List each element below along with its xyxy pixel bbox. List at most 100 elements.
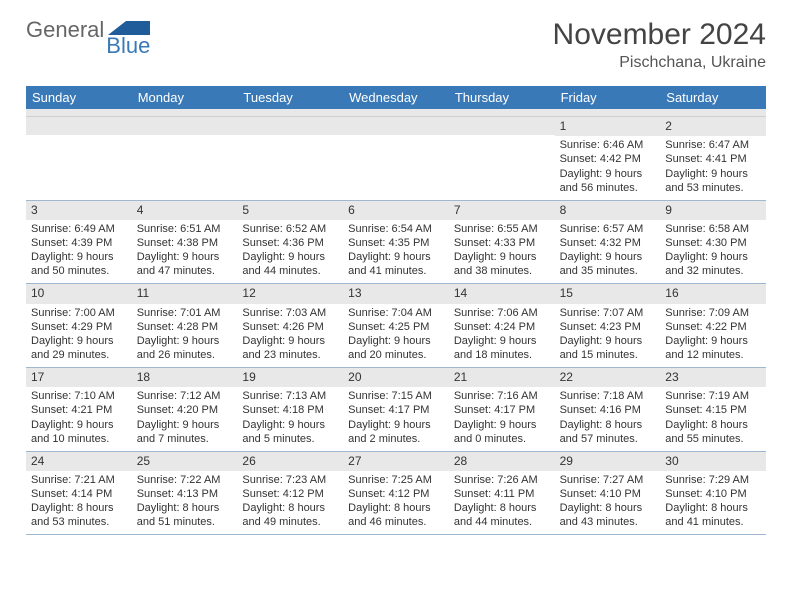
weekday-header-row: SundayMondayTuesdayWednesdayThursdayFrid…: [26, 86, 766, 109]
sunrise-line: Sunrise: 7:04 AM: [348, 306, 444, 320]
daylight-line: Daylight: 8 hours and 46 minutes.: [348, 501, 444, 529]
day-number: 18: [132, 368, 238, 387]
daylight-line: Daylight: 9 hours and 7 minutes.: [137, 418, 233, 446]
sunset-line: Sunset: 4:28 PM: [137, 320, 233, 334]
sunrise-line: Sunrise: 6:49 AM: [31, 222, 127, 236]
sunset-line: Sunset: 4:29 PM: [31, 320, 127, 334]
day-cell: 23Sunrise: 7:19 AMSunset: 4:15 PMDayligh…: [660, 368, 766, 451]
month-title: November 2024: [553, 18, 766, 52]
sunrise-line: Sunrise: 7:21 AM: [31, 473, 127, 487]
empty-cell: [26, 117, 132, 200]
sunset-line: Sunset: 4:21 PM: [31, 403, 127, 417]
day-number: 29: [555, 452, 661, 471]
sunrise-line: Sunrise: 7:16 AM: [454, 389, 550, 403]
daylight-line: Daylight: 9 hours and 2 minutes.: [348, 418, 444, 446]
sunset-line: Sunset: 4:17 PM: [454, 403, 550, 417]
daylight-line: Daylight: 9 hours and 41 minutes.: [348, 250, 444, 278]
day-cell: 14 Sunrise: 7:06 AMSunset: 4:24 PMDayligh…: [449, 284, 555, 367]
day-number: 21: [449, 368, 555, 387]
header-spacer: [26, 109, 766, 117]
week-row: 3Sunrise: 6:49 AMSunset: 4:39 PMDaylight…: [26, 201, 766, 285]
logo: General Blue: [26, 18, 150, 57]
daylight-line: Daylight: 8 hours and 41 minutes.: [665, 501, 761, 529]
weekday-header: Saturday: [660, 86, 766, 109]
day-number: 20: [343, 368, 449, 387]
sunrise-line: Sunrise: 7:06 AM: [454, 306, 550, 320]
sunset-line: Sunset: 4:32 PM: [560, 236, 656, 250]
calendar: SundayMondayTuesdayWednesdayThursdayFrid…: [26, 86, 766, 535]
daylight-line: Daylight: 8 hours and 49 minutes.: [242, 501, 338, 529]
day-number: 4: [132, 201, 238, 220]
sunrise-line: Sunrise: 7:01 AM: [137, 306, 233, 320]
daylight-line: Daylight: 9 hours and 47 minutes.: [137, 250, 233, 278]
day-cell: 1Sunrise: 6:46 AMSunset: 4:42 PMDaylight…: [555, 117, 661, 200]
day-number: 8: [555, 201, 661, 220]
empty-cell: [449, 117, 555, 200]
logo-stack: Blue: [106, 18, 150, 57]
sunset-line: Sunset: 4:18 PM: [242, 403, 338, 417]
sunrise-line: Sunrise: 7:03 AM: [242, 306, 338, 320]
sunset-line: Sunset: 4:22 PM: [665, 320, 761, 334]
sunset-line: Sunset: 4:20 PM: [137, 403, 233, 417]
day-cell: 22Sunrise: 7:18 AMSunset: 4:16 PMDayligh…: [555, 368, 661, 451]
day-number: [449, 117, 555, 135]
sunset-line: Sunset: 4:33 PM: [454, 236, 550, 250]
weekday-header: Thursday: [449, 86, 555, 109]
daylight-line: Daylight: 8 hours and 53 minutes.: [31, 501, 127, 529]
weekday-header: Friday: [555, 86, 661, 109]
daylight-line: Daylight: 8 hours and 44 minutes.: [454, 501, 550, 529]
day-number: 5: [237, 201, 343, 220]
day-number: [26, 117, 132, 135]
daylight-line: Daylight: 9 hours and 10 minutes.: [31, 418, 127, 446]
empty-cell: [237, 117, 343, 200]
sunset-line: Sunset: 4:25 PM: [348, 320, 444, 334]
sunset-line: Sunset: 4:41 PM: [665, 152, 761, 166]
calendar-page: General Blue November 2024 Pischchana, U…: [0, 0, 792, 553]
day-cell: 29Sunrise: 7:27 AMSunset: 4:10 PMDayligh…: [555, 452, 661, 535]
day-number: 14: [449, 284, 555, 303]
daylight-line: Daylight: 9 hours and 0 minutes.: [454, 418, 550, 446]
day-number: 6: [343, 201, 449, 220]
day-cell: 6Sunrise: 6:54 AMSunset: 4:35 PMDaylight…: [343, 201, 449, 284]
weeks-container: 1Sunrise: 6:46 AMSunset: 4:42 PMDaylight…: [26, 117, 766, 535]
day-cell: 27Sunrise: 7:25 AMSunset: 4:12 PMDayligh…: [343, 452, 449, 535]
sunset-line: Sunset: 4:36 PM: [242, 236, 338, 250]
day-number: 26: [237, 452, 343, 471]
day-number: 13: [343, 284, 449, 303]
sunset-line: Sunset: 4:38 PM: [137, 236, 233, 250]
sunrise-line: Sunrise: 7:19 AM: [665, 389, 761, 403]
sunset-line: Sunset: 4:14 PM: [31, 487, 127, 501]
weekday-header: Wednesday: [343, 86, 449, 109]
sunrise-line: Sunrise: 6:58 AM: [665, 222, 761, 236]
day-number: 22: [555, 368, 661, 387]
day-cell: 21 Sunrise: 7:16 AMSunset: 4:17 PMDayligh…: [449, 368, 555, 451]
location-subtitle: Pischchana, Ukraine: [553, 54, 766, 72]
day-cell: 8Sunrise: 6:57 AMSunset: 4:32 PMDaylight…: [555, 201, 661, 284]
day-number: 19: [237, 368, 343, 387]
daylight-line: Daylight: 9 hours and 53 minutes.: [665, 167, 761, 195]
daylight-line: Daylight: 9 hours and 56 minutes.: [560, 167, 656, 195]
sunset-line: Sunset: 4:24 PM: [454, 320, 550, 334]
sunrise-line: Sunrise: 7:15 AM: [348, 389, 444, 403]
sunrise-line: Sunrise: 7:22 AM: [137, 473, 233, 487]
daylight-line: Daylight: 9 hours and 20 minutes.: [348, 334, 444, 362]
daylight-line: Daylight: 9 hours and 18 minutes.: [454, 334, 550, 362]
sunrise-line: Sunrise: 6:54 AM: [348, 222, 444, 236]
daylight-line: Daylight: 8 hours and 57 minutes.: [560, 418, 656, 446]
week-row: 10Sunrise: 7:00 AMSunset: 4:29 PMDayligh…: [26, 284, 766, 368]
day-cell: 5Sunrise: 6:52 AMSunset: 4:36 PMDaylight…: [237, 201, 343, 284]
day-cell: 18Sunrise: 7:12 AMSunset: 4:20 PMDayligh…: [132, 368, 238, 451]
day-cell: 15Sunrise: 7:07 AMSunset: 4:23 PMDayligh…: [555, 284, 661, 367]
header: General Blue November 2024 Pischchana, U…: [26, 18, 766, 72]
daylight-line: Daylight: 9 hours and 29 minutes.: [31, 334, 127, 362]
week-row: 17Sunrise: 7:10 AMSunset: 4:21 PMDayligh…: [26, 368, 766, 452]
daylight-line: Daylight: 9 hours and 32 minutes.: [665, 250, 761, 278]
sunset-line: Sunset: 4:12 PM: [348, 487, 444, 501]
day-number: 17: [26, 368, 132, 387]
logo-text-blue: Blue: [106, 35, 150, 57]
day-number: [343, 117, 449, 135]
day-cell: 25Sunrise: 7:22 AMSunset: 4:13 PMDayligh…: [132, 452, 238, 535]
sunset-line: Sunset: 4:10 PM: [665, 487, 761, 501]
daylight-line: Daylight: 9 hours and 23 minutes.: [242, 334, 338, 362]
sunrise-line: Sunrise: 6:55 AM: [454, 222, 550, 236]
